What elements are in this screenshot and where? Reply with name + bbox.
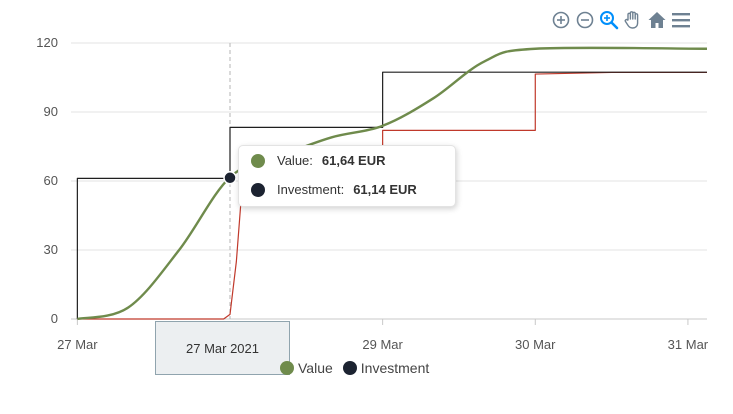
chart-toolbar [550, 9, 691, 30]
zoom-out-icon[interactable] [574, 9, 595, 30]
y-tick-label: 60 [44, 173, 58, 188]
pan-hand-icon[interactable] [622, 9, 643, 30]
hover-point-marker [223, 171, 237, 185]
y-tick-label: 120 [36, 35, 58, 50]
tooltip-marker-investment [251, 182, 265, 197]
legend-label-investment: Investment [360, 360, 430, 376]
selection-zoom-icon[interactable] [598, 9, 619, 30]
y-tick-label: 30 [44, 242, 58, 257]
tooltip-label-value: Value: [277, 153, 313, 168]
x-tick-label: 30 Mar [515, 337, 556, 352]
legend-label-value: Value [298, 360, 333, 376]
y-tick-label: 90 [44, 104, 58, 119]
chart-legend: Value Investment [280, 359, 439, 377]
tooltip-row-investment: Investment: 61,14 EUR [251, 182, 417, 197]
legend-item-value[interactable]: Value [280, 360, 333, 376]
menu-icon[interactable] [670, 9, 691, 30]
home-reset-icon[interactable] [646, 9, 667, 30]
legend-marker-value [280, 361, 294, 375]
x-tick-label: 31 Mar [668, 337, 709, 352]
tooltip-row-value: Value: 61,64 EUR [251, 153, 386, 168]
x-tick-label: 29 Mar [362, 337, 403, 352]
series-line-investment [76, 71, 707, 319]
tooltip-marker-value [251, 153, 265, 168]
zoom-in-icon[interactable] [550, 9, 571, 30]
x-tick-label: 27 Mar [57, 337, 98, 352]
y-tick-label: 0 [51, 311, 58, 326]
tooltip-amount-value: 61,64 EUR [321, 153, 386, 168]
tooltip-amount-investment: 61,14 EUR [353, 182, 417, 197]
x-axis-tooltip-label: 27 Mar 2021 [186, 340, 259, 356]
tooltip-label-investment: Investment: [277, 182, 345, 197]
x-axis-tooltip: 27 Mar 2021 [155, 321, 290, 375]
data-tooltip: Value: 61,64 EUR Investment: 61,14 EUR [238, 145, 456, 207]
series-line-value [77, 46, 708, 321]
legend-marker-investment [342, 361, 357, 375]
legend-item-investment[interactable]: Investment [342, 360, 430, 376]
